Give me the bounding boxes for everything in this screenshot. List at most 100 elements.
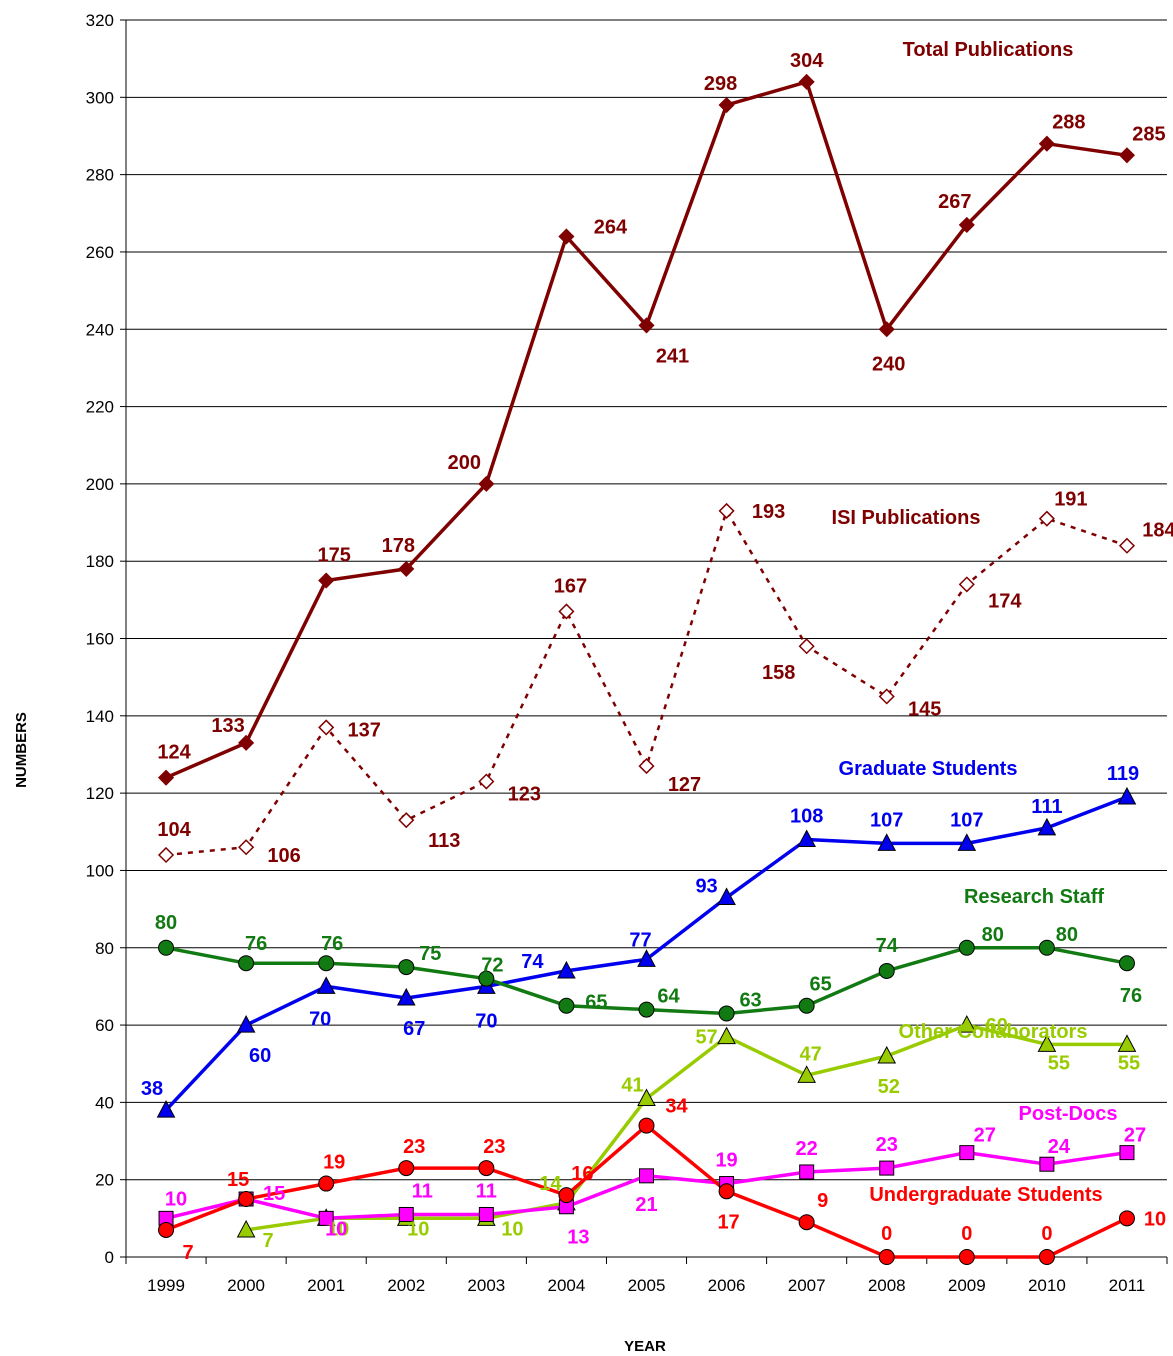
data-point bbox=[718, 96, 735, 114]
data-label: 119 bbox=[1107, 763, 1139, 785]
x-tick-label: 2002 bbox=[387, 1276, 425, 1295]
data-point bbox=[958, 939, 975, 956]
data-label: 304 bbox=[790, 50, 824, 72]
series-name-labels: Total Publications ISI Publications Gradua… bbox=[832, 39, 1118, 1206]
data-point bbox=[797, 829, 816, 848]
data-point bbox=[718, 1183, 735, 1200]
x-tick-labels: 1999 2000 2001 2002 2003 2004 2005 2006 2007 2008… bbox=[147, 1276, 1145, 1295]
data-point bbox=[558, 603, 575, 620]
data-point bbox=[878, 1249, 895, 1265]
data-point bbox=[478, 773, 495, 790]
y-tick-label: 80 bbox=[95, 939, 114, 958]
data-point bbox=[318, 719, 335, 736]
data-point bbox=[638, 1001, 655, 1018]
data-label: 298 bbox=[704, 73, 737, 95]
data-label: 74 bbox=[876, 935, 899, 957]
data-label: 288 bbox=[1052, 112, 1085, 134]
data-label: 145 bbox=[908, 698, 941, 720]
data-label: 7 bbox=[263, 1230, 274, 1252]
data-label: 107 bbox=[870, 809, 903, 831]
data-label: 65 bbox=[585, 992, 607, 1014]
series-name-label: Undergraduate Students bbox=[869, 1184, 1102, 1206]
data-label: 106 bbox=[267, 845, 300, 867]
data-label: 63 bbox=[739, 989, 761, 1011]
y-tick-label: 240 bbox=[86, 320, 114, 339]
x-tick-label: 2006 bbox=[708, 1276, 746, 1295]
data-label: 52 bbox=[878, 1076, 900, 1098]
data-label: 76 bbox=[321, 933, 343, 955]
data-point bbox=[1038, 510, 1055, 527]
data-point bbox=[1118, 955, 1135, 972]
x-axis-title: YEAR bbox=[624, 1338, 666, 1355]
data-label: 23 bbox=[876, 1134, 898, 1156]
data-point bbox=[958, 1249, 975, 1265]
y-tick-label: 140 bbox=[86, 707, 114, 726]
data-label: 76 bbox=[245, 933, 267, 955]
data-label: 174 bbox=[988, 590, 1022, 612]
data-label: 70 bbox=[475, 1010, 497, 1032]
data-label: 107 bbox=[950, 809, 983, 831]
data-label: 80 bbox=[982, 924, 1004, 946]
data-point bbox=[717, 887, 736, 905]
gridlines bbox=[126, 19, 1167, 1181]
data-label: 178 bbox=[382, 535, 415, 557]
data-label: 55 bbox=[1048, 1052, 1070, 1074]
data-label: 27 bbox=[974, 1125, 996, 1147]
data-label: 19 bbox=[715, 1150, 737, 1172]
data-point bbox=[958, 216, 975, 233]
data-label: 57 bbox=[695, 1027, 717, 1049]
data-point bbox=[1118, 1210, 1135, 1227]
data-label: 19 bbox=[323, 1152, 345, 1174]
data-point bbox=[158, 1221, 175, 1238]
data-point bbox=[238, 955, 255, 972]
data-label: 60 bbox=[986, 1015, 1008, 1037]
data-point bbox=[398, 959, 415, 976]
series-line bbox=[245, 1023, 1127, 1232]
x-tick-label: 2000 bbox=[227, 1276, 265, 1295]
data-label: 10 bbox=[407, 1218, 429, 1240]
data-label: 108 bbox=[790, 806, 823, 828]
data-point bbox=[238, 1191, 255, 1208]
x-tick-label: 1999 bbox=[147, 1276, 185, 1295]
series-lines bbox=[164, 80, 1128, 1259]
data-label: 24 bbox=[1048, 1136, 1071, 1158]
data-point bbox=[638, 317, 655, 334]
data-label: 285 bbox=[1132, 123, 1165, 145]
data-point bbox=[878, 688, 895, 705]
y-tick-label: 180 bbox=[86, 552, 114, 571]
x-tick-label: 2005 bbox=[628, 1276, 666, 1295]
data-point bbox=[478, 475, 495, 492]
data-point bbox=[958, 576, 975, 593]
y-tick-label: 300 bbox=[86, 88, 114, 107]
data-label: 70 bbox=[309, 1008, 331, 1030]
data-point bbox=[156, 1100, 176, 1118]
data-point bbox=[798, 1214, 815, 1231]
data-point bbox=[238, 839, 255, 856]
data-label: 67 bbox=[403, 1018, 425, 1040]
data-point bbox=[959, 1145, 975, 1161]
data-point bbox=[236, 1014, 256, 1033]
series-line bbox=[165, 509, 1128, 857]
data-label: 17 bbox=[717, 1211, 739, 1233]
y-tick-label: 280 bbox=[86, 166, 114, 185]
data-label: 241 bbox=[656, 345, 689, 367]
data-label: 0 bbox=[1041, 1223, 1052, 1245]
data-point bbox=[1118, 147, 1136, 164]
data-point bbox=[799, 1164, 815, 1180]
data-label: 15 bbox=[263, 1183, 285, 1205]
data-label: 240 bbox=[872, 353, 905, 375]
x-tick-label: 2003 bbox=[467, 1276, 505, 1295]
data-label: 16 bbox=[571, 1163, 593, 1185]
series-name-label: Post-Docs bbox=[1019, 1103, 1118, 1125]
y-tick-label: 100 bbox=[86, 861, 114, 880]
data-label: 22 bbox=[796, 1138, 818, 1160]
y-tick-label: 60 bbox=[95, 1016, 114, 1035]
data-label: 191 bbox=[1054, 489, 1087, 511]
data-point bbox=[558, 228, 575, 245]
data-label: 23 bbox=[403, 1136, 425, 1158]
y-tick-label: 40 bbox=[95, 1093, 114, 1112]
data-point bbox=[1119, 1145, 1135, 1161]
data-label: 80 bbox=[1056, 924, 1078, 946]
y-tick-label: 220 bbox=[86, 398, 114, 417]
